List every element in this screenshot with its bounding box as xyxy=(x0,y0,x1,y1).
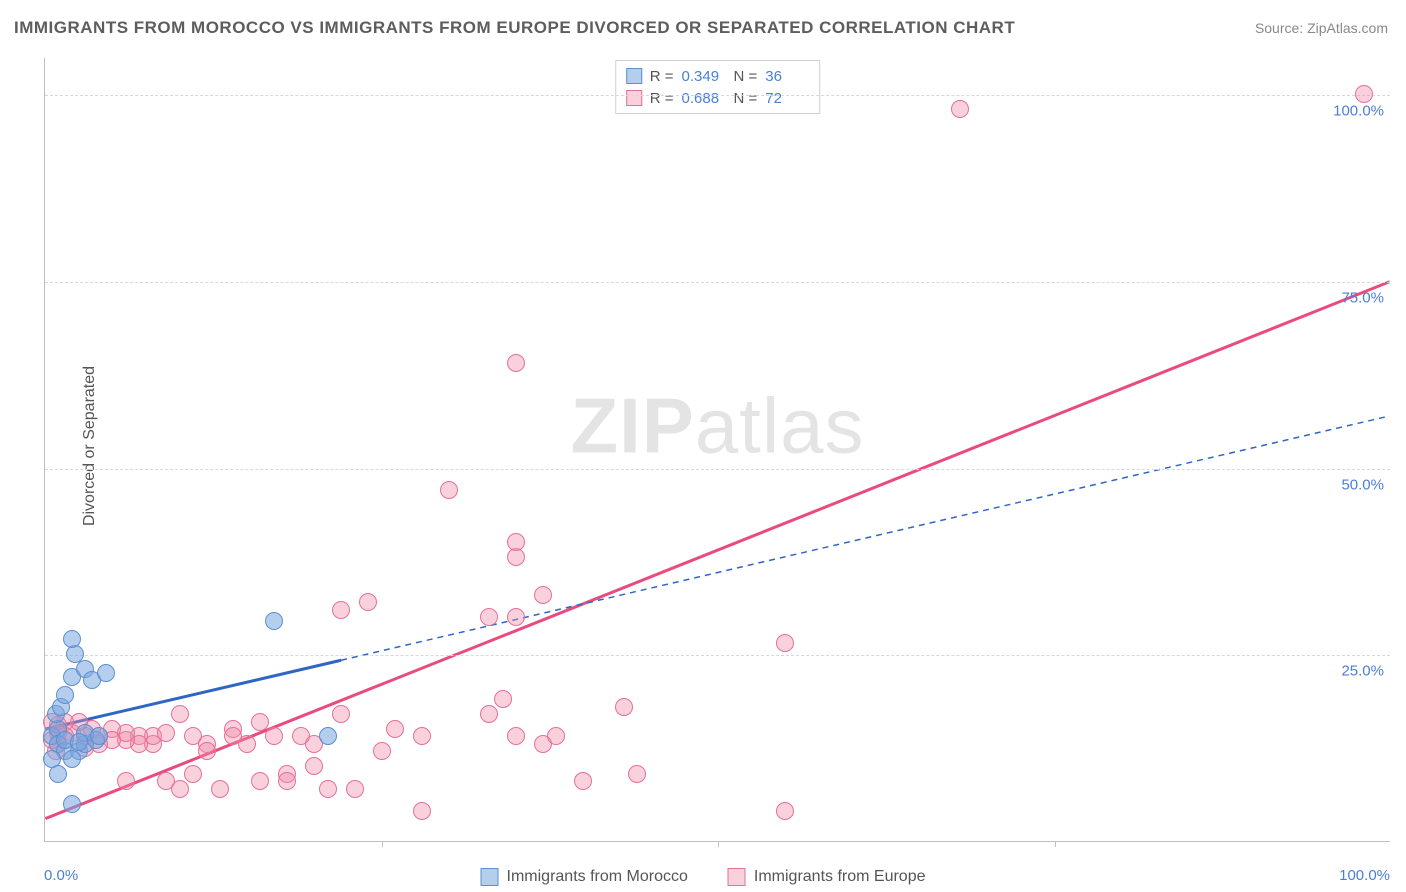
data-point-pink xyxy=(251,772,269,790)
data-point-pink xyxy=(319,780,337,798)
watermark: ZIPatlas xyxy=(570,381,864,472)
data-point-pink xyxy=(157,772,175,790)
data-point-pink xyxy=(359,593,377,611)
data-point-pink xyxy=(373,742,391,760)
x-axis-max-label: 100.0% xyxy=(1339,867,1390,884)
correlation-legend: R = 0.349 N = 36 R = 0.688 N = 72 xyxy=(615,60,821,114)
x-axis-min-label: 0.0% xyxy=(44,867,78,884)
data-point-blue xyxy=(319,727,337,745)
gridline xyxy=(45,282,1390,283)
data-point-blue xyxy=(90,727,108,745)
legend-row: R = 0.349 N = 36 xyxy=(626,65,810,87)
data-point-pink xyxy=(413,802,431,820)
data-point-pink xyxy=(574,772,592,790)
data-point-pink xyxy=(386,720,404,738)
legend-item: Immigrants from Europe xyxy=(728,868,926,886)
data-point-pink xyxy=(278,772,296,790)
n-label: N = xyxy=(734,68,758,85)
data-point-pink xyxy=(332,705,350,723)
legend-swatch xyxy=(728,868,746,886)
gridline xyxy=(45,469,1390,470)
r-value: 0.688 xyxy=(682,90,726,107)
legend-label: Immigrants from Europe xyxy=(754,868,926,886)
data-point-pink xyxy=(951,100,969,118)
data-point-pink xyxy=(251,713,269,731)
gridline xyxy=(45,655,1390,656)
data-point-pink xyxy=(615,698,633,716)
data-point-blue xyxy=(265,612,283,630)
legend-swatch xyxy=(481,868,499,886)
source-attribution: Source: ZipAtlas.com xyxy=(1255,20,1388,36)
data-point-pink xyxy=(507,727,525,745)
data-point-blue xyxy=(63,630,81,648)
data-point-pink xyxy=(494,690,512,708)
data-point-pink xyxy=(507,533,525,551)
chart-title: IMMIGRANTS FROM MOROCCO VS IMMIGRANTS FR… xyxy=(14,18,1015,38)
legend-swatch xyxy=(626,90,642,106)
n-value: 72 xyxy=(765,90,809,107)
data-point-pink xyxy=(776,802,794,820)
data-point-pink xyxy=(480,705,498,723)
data-point-blue xyxy=(63,795,81,813)
data-point-blue xyxy=(56,686,74,704)
trend-lines-layer xyxy=(45,58,1390,841)
legend-row: R = 0.688 N = 72 xyxy=(626,87,810,109)
data-point-pink xyxy=(305,757,323,775)
x-tick xyxy=(718,841,719,847)
r-label: R = xyxy=(650,68,674,85)
data-point-pink xyxy=(117,772,135,790)
source-label: Source: xyxy=(1255,20,1307,36)
data-point-pink xyxy=(238,735,256,753)
n-label: N = xyxy=(734,90,758,107)
data-point-pink xyxy=(507,608,525,626)
r-label: R = xyxy=(650,90,674,107)
x-tick xyxy=(382,841,383,847)
data-point-pink xyxy=(413,727,431,745)
x-tick xyxy=(1055,841,1056,847)
data-point-blue xyxy=(43,750,61,768)
data-point-blue xyxy=(97,664,115,682)
data-point-pink xyxy=(157,724,175,742)
data-point-pink xyxy=(198,742,216,760)
data-point-pink xyxy=(1355,85,1373,103)
y-tick-label: 25.0% xyxy=(1341,663,1384,680)
legend-label: Immigrants from Morocco xyxy=(507,868,688,886)
data-point-pink xyxy=(628,765,646,783)
data-point-pink xyxy=(507,354,525,372)
data-point-pink xyxy=(332,601,350,619)
legend-swatch xyxy=(626,68,642,84)
plot-area: ZIPatlas R = 0.349 N = 36 R = 0.688 N = 72 25.0… xyxy=(44,58,1390,842)
data-point-blue xyxy=(63,750,81,768)
r-value: 0.349 xyxy=(682,68,726,85)
gridline xyxy=(45,95,1390,96)
data-point-pink xyxy=(440,481,458,499)
data-point-pink xyxy=(547,727,565,745)
chart-container: IMMIGRANTS FROM MOROCCO VS IMMIGRANTS FR… xyxy=(0,0,1406,892)
y-tick-label: 75.0% xyxy=(1341,290,1384,307)
data-point-pink xyxy=(346,780,364,798)
data-point-pink xyxy=(171,705,189,723)
data-point-blue xyxy=(70,733,88,751)
series-legend: Immigrants from Morocco Immigrants from E… xyxy=(481,868,926,886)
y-tick-label: 100.0% xyxy=(1333,103,1384,120)
data-point-pink xyxy=(265,727,283,745)
n-value: 36 xyxy=(765,68,809,85)
data-point-pink xyxy=(776,634,794,652)
data-point-pink xyxy=(184,765,202,783)
data-point-pink xyxy=(480,608,498,626)
y-tick-label: 50.0% xyxy=(1341,476,1384,493)
data-point-pink xyxy=(534,586,552,604)
source-value: ZipAtlas.com xyxy=(1307,20,1388,36)
legend-item: Immigrants from Morocco xyxy=(481,868,688,886)
data-point-pink xyxy=(211,780,229,798)
